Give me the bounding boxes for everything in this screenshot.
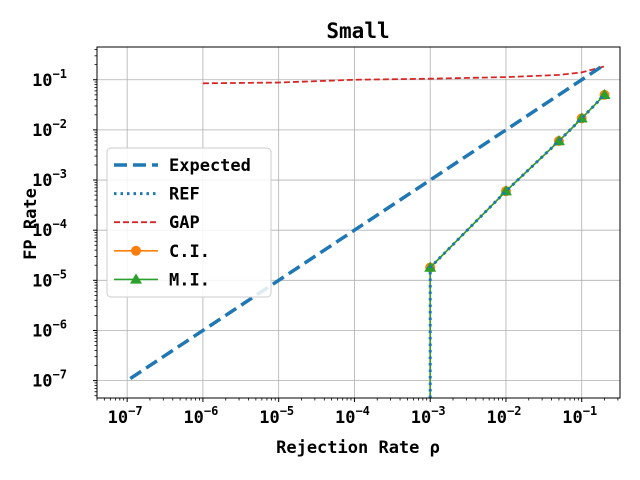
legend-marker-c-i [131, 245, 141, 256]
x-tick-label: 10−5 [259, 404, 294, 428]
legend-label-expected: Expected [169, 156, 251, 176]
x-tick-label: 10−7 [108, 404, 143, 428]
series-line-ref [428, 93, 606, 398]
x-axis-label: Rejection Rate ρ [276, 438, 440, 458]
series-line-gap [202, 65, 605, 85]
y-tick-label: 10−3 [32, 167, 67, 191]
legend: Expected REF GAP C.I. M.I. [106, 147, 272, 298]
legend-label-m-i: M.I. [169, 270, 210, 290]
axis-ticks: 10−7 10−6 10−5 10−4 10−3 10−2 10−1 10−7 10−6 10−5… [32, 49, 619, 428]
legend-box [106, 147, 272, 298]
y-axis-label: FP Rate [21, 188, 41, 260]
x-tick-label: 10−1 [562, 404, 597, 428]
series-line-c-i [429, 94, 606, 398]
series-gap [202, 65, 605, 85]
y-tick-label: 10−1 [32, 67, 67, 91]
y-tick-label: 10−2 [32, 117, 67, 141]
series-line-m-i [429, 94, 606, 398]
y-tick-label: 10−5 [32, 267, 67, 291]
series-layer [129, 63, 611, 398]
legend-label-ref: REF [169, 185, 200, 205]
series-ref [428, 93, 606, 398]
plot-frame [96, 46, 621, 399]
legend-label-gap: GAP [169, 213, 200, 233]
y-tick-label: 10−4 [32, 217, 67, 241]
chart-title: Small [326, 19, 389, 43]
legend-label-c-i: C.I. [169, 242, 210, 262]
x-tick-label: 10−4 [335, 404, 370, 428]
legend-marker-m-i [130, 273, 142, 284]
x-tick-label: 10−6 [183, 404, 218, 428]
x-tick-label: 10−2 [486, 404, 521, 428]
y-tick-label: 10−7 [32, 368, 67, 392]
y-tick-label: 10−6 [32, 317, 67, 341]
x-tick-label: 10−3 [411, 404, 446, 428]
